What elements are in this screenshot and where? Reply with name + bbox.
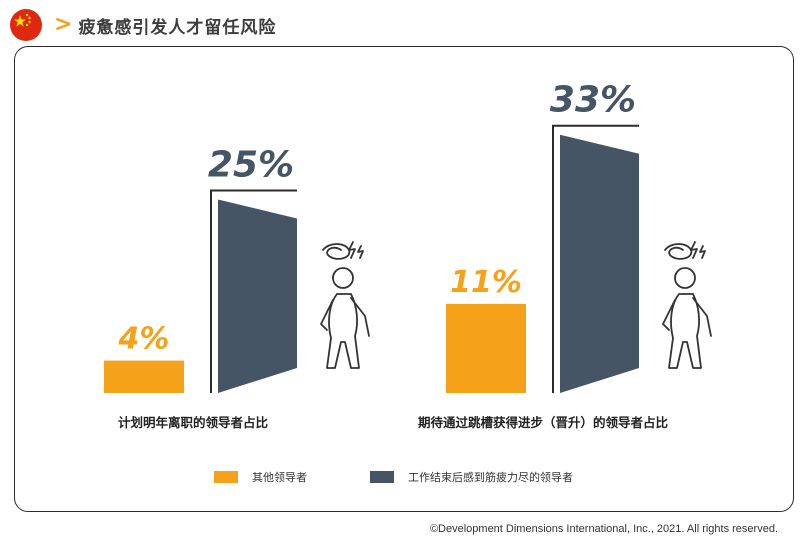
value-label-exhausted-0: 25% [208,145,294,186]
copyright: ©Development Dimensions International, I… [429,523,778,535]
bar-exhausted-0 [218,199,297,393]
value-label-other-0: 4% [118,322,170,357]
chevron-right-icon: > [54,12,73,37]
door-frame-1 [552,124,639,393]
page-title: 疲惫感引发人才留任风险 [78,17,277,38]
door-frame-0 [210,189,297,393]
legend-label-exhausted: 工作结束后感到筋疲力尽的领导者 [408,471,573,484]
china-flag-icon [10,9,42,41]
chart-frame [14,46,794,512]
legend-swatch-orange [214,471,238,483]
group-label-leave-next-year: 计划明年离职的领导者占比 [118,415,269,430]
legend-swatch-slate [370,471,394,483]
exhausted-person-icon [320,241,370,369]
legend-item-other: 其他领导者 [214,469,307,485]
group-label-seek-promotion: 期待通过跳槽获得进步（晋升）的领导者占比 [418,415,669,430]
value-label-other-1: 11% [450,265,522,300]
bar-other-1 [446,303,526,393]
value-label-exhausted-1: 33% [550,80,636,121]
exhausted-person-icon [662,241,712,369]
bar-exhausted-1 [560,134,639,393]
legend-label-other: 其他领导者 [252,471,307,484]
legend-item-exhausted: 工作结束后感到筋疲力尽的领导者 [370,469,573,485]
header: > 疲惫感引发人才留任风险 [10,8,276,42]
bar-other-0 [104,360,184,393]
